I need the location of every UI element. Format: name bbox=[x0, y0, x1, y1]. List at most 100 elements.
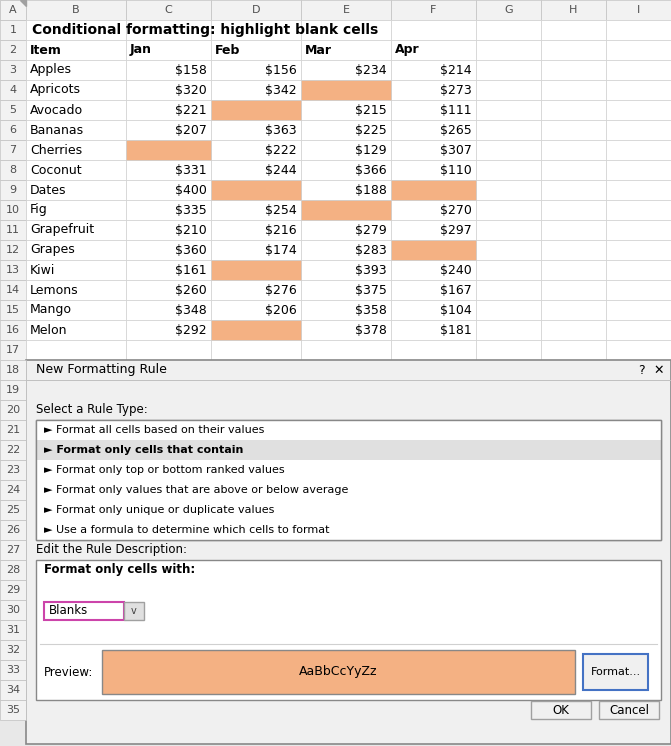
Bar bbox=[44, 602, 124, 620]
Bar bbox=[0, 560, 26, 580]
Text: $320: $320 bbox=[175, 84, 207, 96]
Bar bbox=[301, 40, 391, 60]
Text: I: I bbox=[637, 5, 640, 15]
Bar bbox=[126, 40, 211, 60]
Bar bbox=[0, 580, 26, 600]
Bar bbox=[211, 140, 301, 160]
Text: 34: 34 bbox=[6, 685, 20, 695]
Bar bbox=[26, 140, 126, 160]
Bar bbox=[391, 220, 476, 240]
Bar bbox=[301, 180, 391, 200]
Bar bbox=[391, 240, 476, 260]
Text: 28: 28 bbox=[6, 565, 20, 575]
Text: Preview:: Preview: bbox=[44, 665, 93, 679]
Bar bbox=[26, 240, 126, 260]
Bar bbox=[476, 220, 541, 240]
Bar bbox=[36, 420, 661, 540]
Bar bbox=[391, 120, 476, 140]
Bar bbox=[126, 60, 211, 80]
Text: $215: $215 bbox=[355, 104, 387, 116]
Bar bbox=[26, 20, 126, 40]
Bar bbox=[606, 0, 671, 20]
Text: 15: 15 bbox=[6, 305, 20, 315]
Text: Apples: Apples bbox=[30, 63, 72, 77]
Bar bbox=[211, 60, 301, 80]
Bar bbox=[301, 100, 391, 120]
Text: 17: 17 bbox=[6, 345, 20, 355]
Bar bbox=[606, 300, 671, 320]
Bar bbox=[126, 140, 211, 160]
Bar bbox=[301, 20, 391, 40]
Text: $360: $360 bbox=[175, 243, 207, 257]
Text: 25: 25 bbox=[6, 505, 20, 515]
Text: $167: $167 bbox=[440, 283, 472, 296]
Text: $375: $375 bbox=[355, 283, 387, 296]
Bar bbox=[606, 80, 671, 100]
Bar bbox=[583, 654, 648, 690]
Bar bbox=[0, 80, 26, 100]
Text: Cherries: Cherries bbox=[30, 143, 82, 157]
Text: Grapes: Grapes bbox=[30, 243, 74, 257]
Bar bbox=[0, 180, 26, 200]
Bar bbox=[126, 20, 211, 40]
Bar bbox=[476, 80, 541, 100]
Text: Item: Item bbox=[30, 43, 62, 57]
Bar bbox=[26, 340, 126, 360]
Text: $129: $129 bbox=[356, 143, 387, 157]
Text: $400: $400 bbox=[175, 184, 207, 196]
Bar bbox=[606, 220, 671, 240]
Bar bbox=[0, 20, 26, 40]
Bar bbox=[0, 400, 26, 420]
Bar bbox=[126, 180, 211, 200]
Bar bbox=[211, 260, 301, 280]
Text: 22: 22 bbox=[6, 445, 20, 455]
Bar bbox=[301, 160, 391, 180]
Bar bbox=[301, 240, 391, 260]
Text: ► Use a formula to determine which cells to format: ► Use a formula to determine which cells… bbox=[44, 525, 329, 535]
Bar bbox=[541, 100, 606, 120]
Bar bbox=[36, 500, 661, 520]
Text: $161: $161 bbox=[175, 263, 207, 277]
Bar bbox=[391, 340, 476, 360]
Text: Format...: Format... bbox=[590, 667, 641, 677]
Bar bbox=[26, 0, 126, 20]
Bar bbox=[606, 60, 671, 80]
Bar bbox=[0, 660, 26, 680]
Bar bbox=[391, 160, 476, 180]
Text: ► Format all cells based on their values: ► Format all cells based on their values bbox=[44, 425, 264, 435]
Bar bbox=[36, 460, 661, 480]
Text: Jan: Jan bbox=[130, 43, 152, 57]
Text: 3: 3 bbox=[9, 65, 17, 75]
Bar bbox=[126, 80, 211, 100]
Text: OK: OK bbox=[552, 703, 570, 716]
Bar bbox=[0, 100, 26, 120]
Bar bbox=[126, 340, 211, 360]
Bar bbox=[541, 340, 606, 360]
Bar bbox=[476, 0, 541, 20]
Text: $214: $214 bbox=[440, 63, 472, 77]
Text: v: v bbox=[131, 606, 137, 616]
Bar bbox=[0, 0, 26, 20]
Text: $273: $273 bbox=[440, 84, 472, 96]
Bar bbox=[301, 80, 391, 100]
Text: 23: 23 bbox=[6, 465, 20, 475]
Text: Fig: Fig bbox=[30, 204, 48, 216]
Bar bbox=[0, 520, 26, 540]
Bar bbox=[606, 120, 671, 140]
Bar bbox=[0, 220, 26, 240]
Bar bbox=[211, 180, 301, 200]
Text: $104: $104 bbox=[440, 304, 472, 316]
Bar bbox=[0, 340, 26, 360]
Bar bbox=[301, 120, 391, 140]
Bar bbox=[301, 60, 391, 80]
Text: $358: $358 bbox=[355, 304, 387, 316]
Bar bbox=[211, 340, 301, 360]
Bar bbox=[541, 260, 606, 280]
Text: $265: $265 bbox=[440, 124, 472, 137]
Text: $188: $188 bbox=[355, 184, 387, 196]
Bar bbox=[301, 340, 391, 360]
Text: New Formatting Rule: New Formatting Rule bbox=[36, 363, 167, 377]
Bar bbox=[541, 0, 606, 20]
Text: Bananas: Bananas bbox=[30, 124, 84, 137]
Bar bbox=[211, 100, 301, 120]
